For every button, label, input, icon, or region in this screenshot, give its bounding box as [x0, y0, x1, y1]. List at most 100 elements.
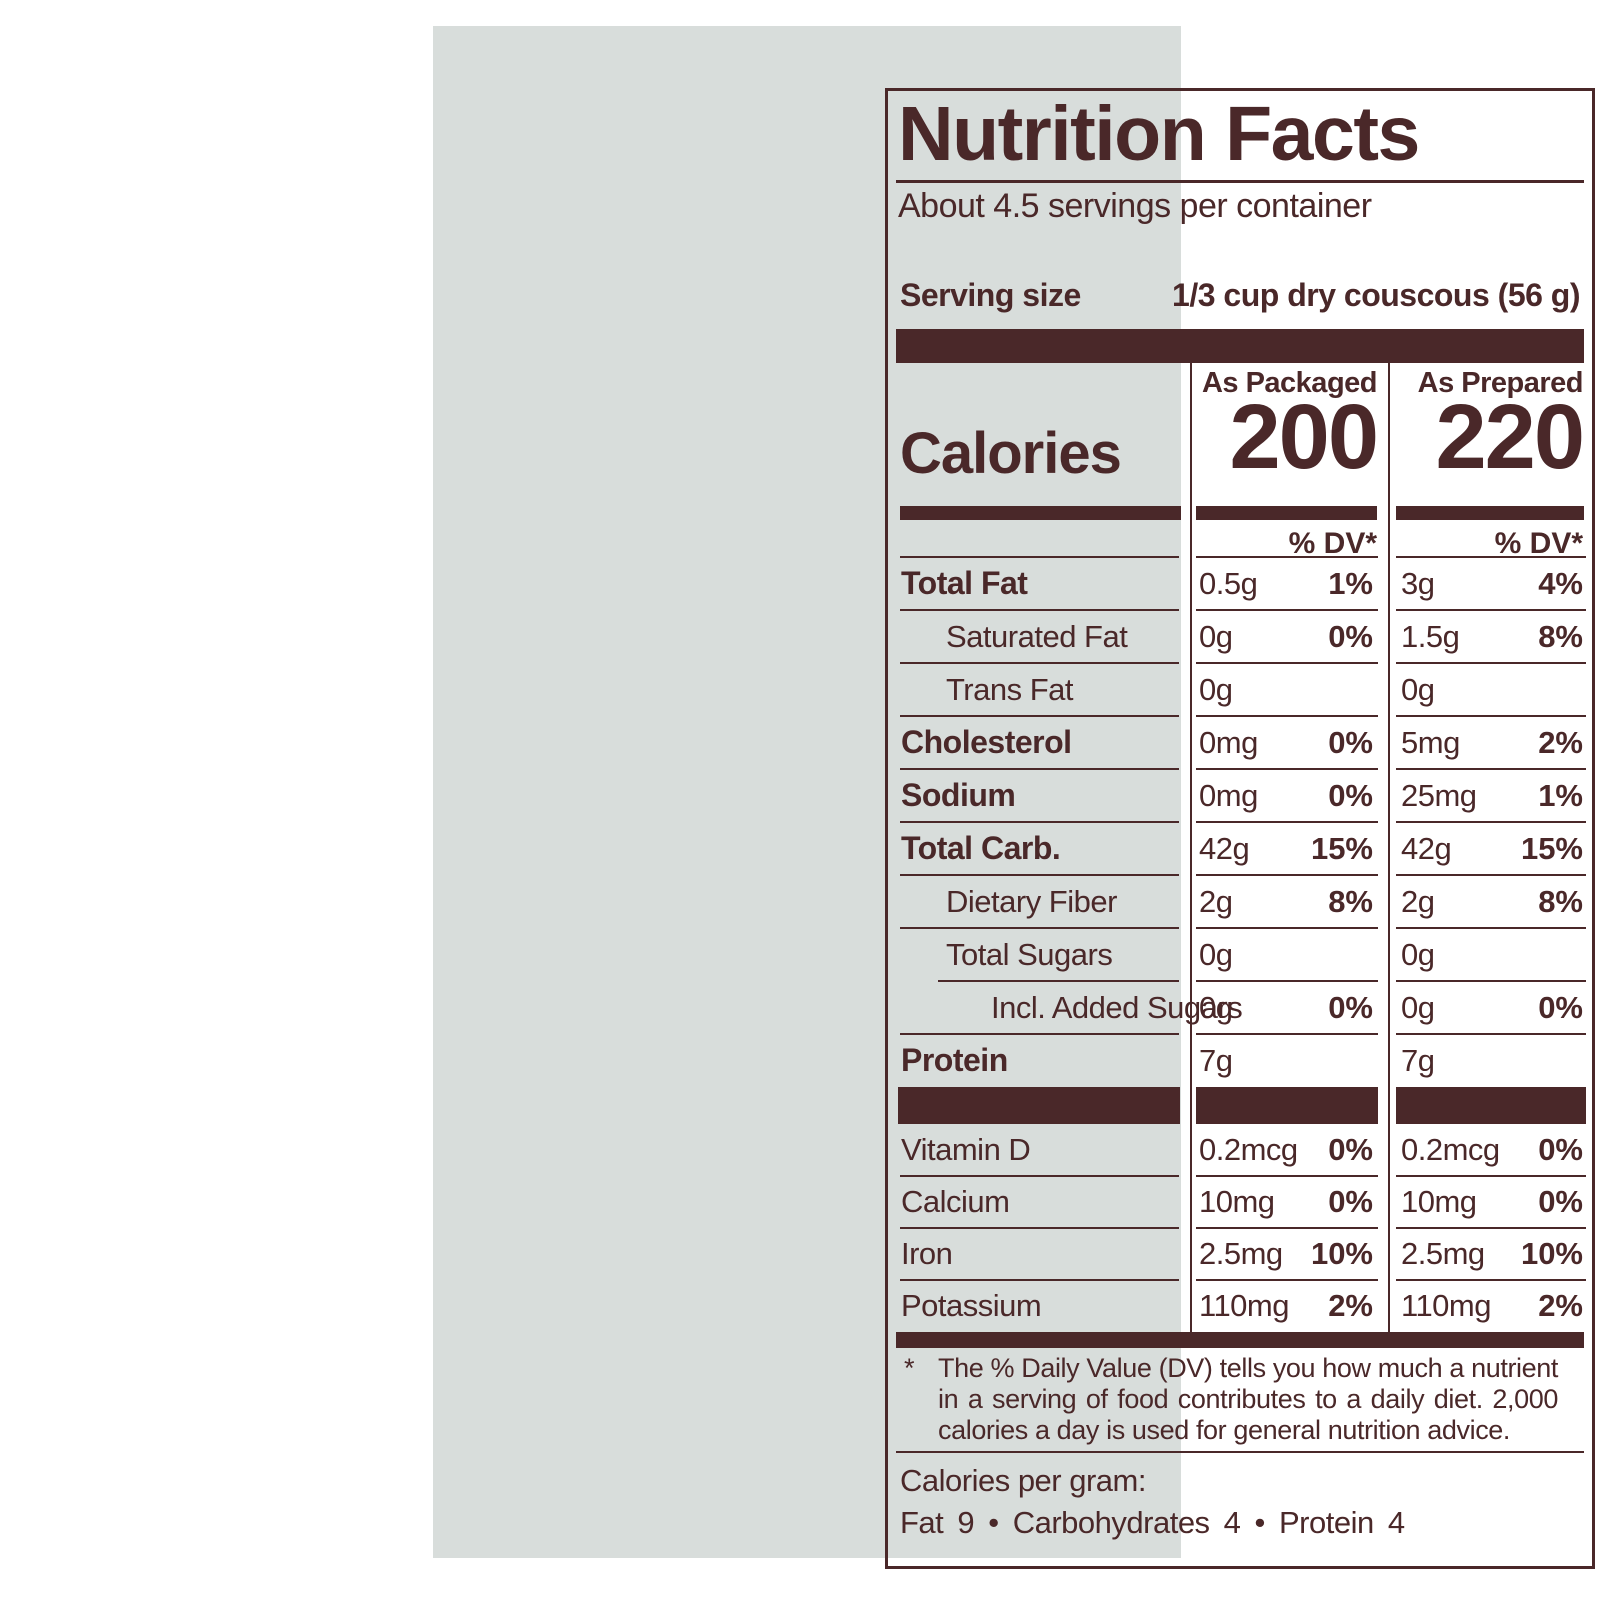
packaged-daily-value: 0%: [1328, 724, 1373, 760]
nutrient-name-cell: Saturated Fat: [888, 609, 1190, 663]
nutrient-name-cell: Calcium: [888, 1175, 1190, 1228]
prepared-amount: 25mg: [1401, 777, 1477, 813]
row-separator: [900, 874, 1179, 876]
row-separator: [900, 1227, 1179, 1229]
packaged-daily-value: 10%: [1310, 1236, 1373, 1271]
footnote-rule: [896, 1451, 1584, 1453]
prepared-amount: 3g: [1401, 565, 1435, 601]
row-separator: [900, 1033, 1179, 1035]
prepared-daily-value: 2%: [1538, 724, 1583, 760]
nutrient-name: Protein: [901, 1042, 1008, 1078]
nutrient-name-cell: Trans Fat: [888, 662, 1190, 716]
row-separator: [900, 662, 1179, 664]
prepared-daily-value: 0%: [1538, 1184, 1583, 1219]
footnote-asterisk: *: [904, 1353, 915, 1383]
row-separator: [1196, 1033, 1378, 1035]
table-row: Calcium 10mg 0% 10mg 0%: [888, 1175, 1592, 1228]
packaged-daily-value: 1%: [1328, 565, 1373, 601]
table-row: Total Sugars 0g 0g: [888, 927, 1592, 981]
packaged-amount: 7g: [1199, 1042, 1233, 1078]
packaged-amount: 0mg: [1199, 777, 1258, 813]
packaged-daily-value: 8%: [1328, 883, 1373, 919]
row-separator: [1196, 715, 1378, 717]
table-row: Incl. Added Sugars 0g 0% 0g 0%: [888, 980, 1592, 1034]
thick-bar-top: [896, 329, 1584, 363]
nutrient-name: Iron: [901, 1236, 953, 1271]
nutrient-name: Calcium: [901, 1184, 1010, 1219]
row-separator: [900, 1175, 1179, 1177]
prepared-daily-value: 2%: [1538, 1288, 1583, 1323]
row-separator: [900, 927, 1179, 929]
row-separator: [1196, 980, 1378, 982]
dv-footnote: * The % Daily Value (DV) tells you how m…: [902, 1353, 1558, 1446]
nutrient-name: Saturated Fat: [946, 618, 1128, 654]
row-separator: [1396, 1279, 1586, 1281]
table-row: Trans Fat 0g 0g: [888, 662, 1592, 716]
packaged-value-cell: 0g: [1190, 662, 1388, 716]
table-row: Saturated Fat 0g 0% 1.5g 8%: [888, 609, 1592, 663]
row-separator: [1396, 662, 1586, 664]
row-separator: [1396, 821, 1586, 823]
nutrient-name: Incl. Added Sugars: [991, 989, 1243, 1025]
row-separator: [900, 715, 1179, 717]
row-separator: [1196, 874, 1378, 876]
packaged-value-cell: 0.5g 1%: [1190, 556, 1388, 610]
footnote-text: The % Daily Value (DV) tells you how muc…: [938, 1353, 1558, 1445]
nutrient-name: Total Carb.: [901, 830, 1061, 866]
prepared-value-cell: 5mg 2%: [1388, 715, 1592, 769]
row-separator: [1196, 768, 1378, 770]
row-separator: [1396, 1033, 1586, 1035]
packaged-value-cell: 0mg 0%: [1190, 768, 1388, 822]
packaged-value-cell: 42g 15%: [1190, 821, 1388, 875]
label-paper: Nutrition Facts About 4.5 servings per c…: [433, 26, 1595, 1569]
packaged-daily-value: 0%: [1328, 1132, 1373, 1167]
row-separator: [900, 556, 1179, 558]
calories-per-gram-values: Fat 9 • Carbohydrates 4 • Protein 4: [900, 1505, 1405, 1540]
dv-header-prepared: % DV*: [1494, 527, 1583, 560]
nutrient-name: Vitamin D: [901, 1132, 1031, 1167]
nutrient-name: Sodium: [901, 777, 1016, 813]
serving-size-value: 1/3 cup dry couscous (56 g): [1172, 277, 1580, 313]
serving-size-row: Serving size 1/3 cup dry couscous (56 g): [900, 277, 1580, 314]
table-row: Vitamin D 0.2mcg 0% 0.2mcg 0%: [888, 1124, 1592, 1176]
prepared-value-cell: 3g 4%: [1388, 556, 1592, 610]
prepared-amount: 0g: [1401, 936, 1435, 972]
row-separator: [938, 980, 1179, 982]
prepared-daily-value: 0%: [1538, 989, 1583, 1025]
row-separator: [1196, 927, 1378, 929]
title-rule: [896, 180, 1584, 183]
packaged-amount: 0g: [1199, 618, 1233, 654]
table-row: Total Fat 0.5g 1% 3g 4%: [888, 556, 1592, 610]
nutrient-name-cell: Total Fat: [888, 556, 1190, 610]
row-separator: [1396, 1175, 1586, 1177]
prepared-amount: 110mg: [1401, 1288, 1492, 1323]
packaged-daily-value: 0%: [1328, 1184, 1373, 1219]
packaged-amount: 2.5mg: [1199, 1236, 1283, 1271]
packaged-amount: 0g: [1199, 936, 1233, 972]
serving-size-label: Serving size: [900, 277, 1081, 313]
packaged-daily-value: 0%: [1328, 989, 1373, 1025]
prepared-value-cell: 1.5g 8%: [1388, 609, 1592, 663]
prepared-daily-value: 15%: [1520, 830, 1583, 866]
row-separator: [1396, 715, 1586, 717]
packaged-value-cell: 2.5mg 10%: [1190, 1227, 1388, 1280]
prepared-value-cell: 7g: [1388, 1033, 1592, 1087]
row-separator: [900, 821, 1179, 823]
table-row: Potassium 110mg 2% 110mg 2%: [888, 1279, 1592, 1332]
calories-prepared-value: 220: [1435, 386, 1585, 488]
packaged-value-cell: 0mg 0%: [1190, 715, 1388, 769]
nutrient-name: Total Fat: [901, 565, 1028, 601]
row-separator: [1396, 980, 1586, 982]
packaged-amount: 0.5g: [1199, 565, 1258, 601]
row-separator: [1196, 1227, 1378, 1229]
table-row: Iron 2.5mg 10% 2.5mg 10%: [888, 1227, 1592, 1280]
packaged-value-cell: 0g 0%: [1190, 980, 1388, 1034]
nutrient-name: Trans Fat: [946, 671, 1074, 707]
packaged-value-cell: 110mg 2%: [1190, 1279, 1388, 1332]
section-bar-packaged: [1196, 1087, 1378, 1124]
column-divider-packaged: [1190, 363, 1192, 1332]
packaged-amount: 10mg: [1199, 1184, 1275, 1219]
nutrient-name-cell: Iron: [888, 1227, 1190, 1280]
prepared-amount: 0.2mcg: [1401, 1132, 1500, 1167]
prepared-value-cell: 0.2mcg 0%: [1388, 1124, 1592, 1176]
